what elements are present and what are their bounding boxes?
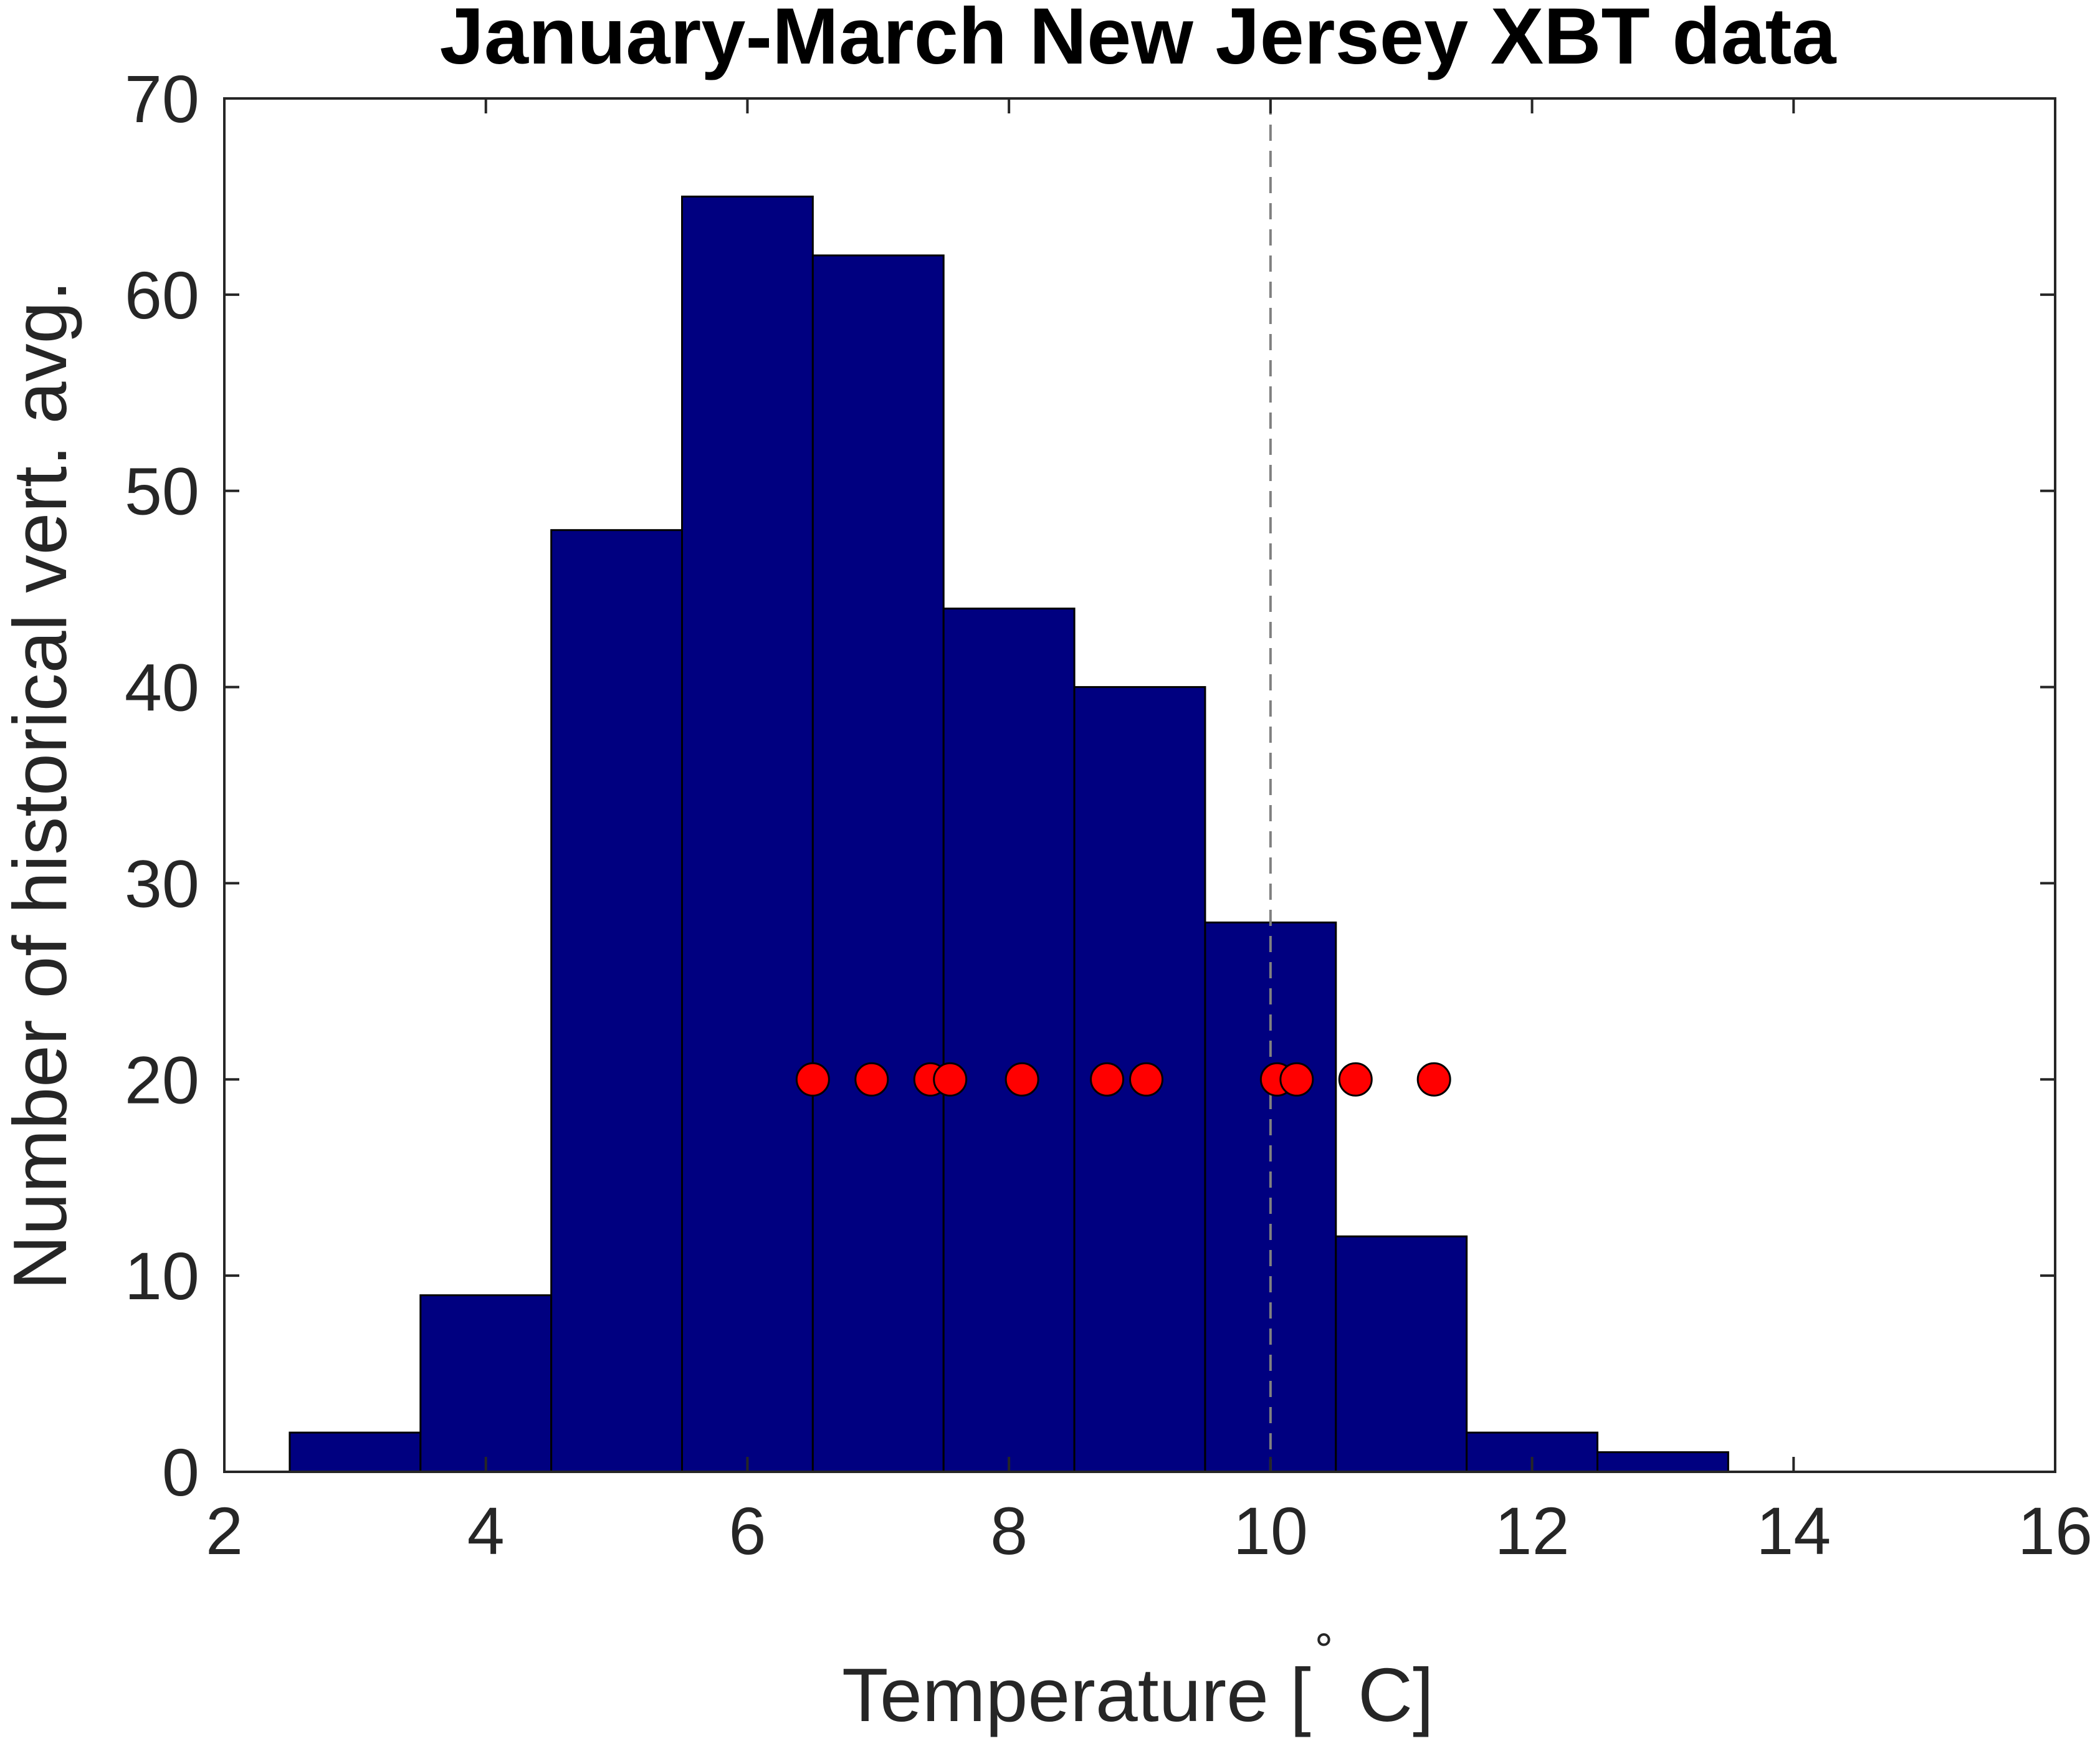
chart-title: January-March New Jersey XBT data xyxy=(440,0,1837,81)
x-tick-label: 2 xyxy=(206,1493,243,1568)
observation-marker xyxy=(933,1062,968,1097)
x-axis-label: Temperature [∘ C] xyxy=(842,1615,1434,1737)
x-tick-label: 14 xyxy=(1756,1493,1831,1568)
ticks-layer xyxy=(223,97,2056,1473)
observation-marker xyxy=(795,1062,830,1097)
observation-marker xyxy=(1005,1062,1039,1097)
observation-marker xyxy=(1129,1062,1163,1097)
observation-marker xyxy=(1090,1062,1125,1097)
x-axis-label-start: Temperature [ xyxy=(842,1653,1311,1737)
axes-frame xyxy=(223,97,2056,1473)
y-tick-label: 50 xyxy=(125,454,199,529)
x-tick-label: 4 xyxy=(467,1493,505,1568)
histogram-bar xyxy=(550,529,684,1473)
bars-layer xyxy=(289,195,1729,1473)
degree-symbol: ∘ xyxy=(1311,1615,1337,1661)
histogram-bar xyxy=(681,195,814,1473)
histogram-bar xyxy=(811,254,945,1473)
x-tick-label: 6 xyxy=(728,1493,766,1568)
y-tick-label: 40 xyxy=(125,650,199,725)
y-tick-label: 0 xyxy=(162,1434,199,1510)
histogram-bar xyxy=(1204,921,1337,1473)
observation-marker xyxy=(1338,1062,1373,1097)
histogram-bar xyxy=(289,1431,422,1473)
y-tick-label: 70 xyxy=(125,61,199,136)
observation-marker xyxy=(1279,1062,1314,1097)
x-tick-label: 16 xyxy=(2018,1493,2093,1568)
x-axis-label-end: C] xyxy=(1337,1653,1434,1737)
y-tick-labels: 0 10 20 30 40 50 60 70 xyxy=(125,61,199,1510)
y-tick-label: 30 xyxy=(125,846,199,921)
x-tick-label: 12 xyxy=(1495,1493,1570,1568)
histogram-bar xyxy=(419,1294,553,1473)
histogram-bar xyxy=(942,608,1076,1473)
markers-layer xyxy=(795,1062,1451,1097)
y-axis-label: Number of historical vert. avg. xyxy=(0,280,82,1290)
y-tick-label: 60 xyxy=(125,257,199,333)
x-tick-label: 8 xyxy=(990,1493,1028,1568)
y-tick-label: 20 xyxy=(125,1042,199,1117)
histogram-bar xyxy=(1335,1235,1468,1473)
observation-marker xyxy=(1416,1062,1451,1097)
observation-marker xyxy=(854,1062,889,1097)
y-tick-label: 10 xyxy=(125,1238,199,1314)
histogram-bar xyxy=(1596,1451,1729,1473)
x-tick-labels: 2 4 6 8 10 12 14 16 xyxy=(206,1493,2093,1568)
x-tick-label: 10 xyxy=(1233,1493,1308,1568)
